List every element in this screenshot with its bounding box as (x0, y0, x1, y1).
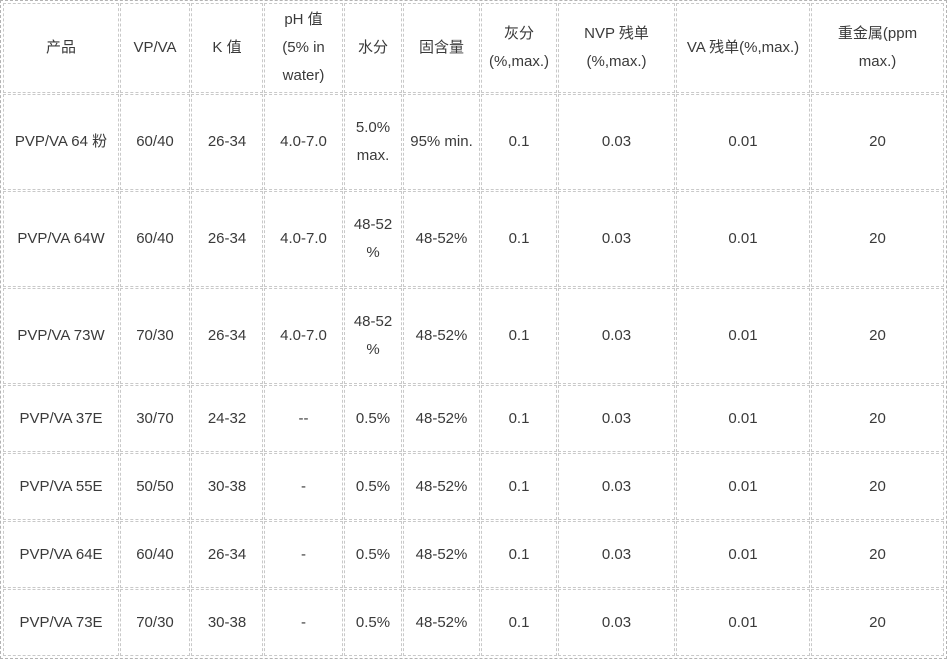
col-header-ash: 灰分 (%,max.) (481, 3, 557, 93)
cell: 26-34 (191, 191, 263, 287)
cell-product-name: PVP/VA 73W (3, 288, 119, 384)
cell: 4.0-7.0 (264, 191, 343, 287)
cell: -- (264, 385, 343, 452)
cell: 0.03 (558, 191, 675, 287)
cell: 0.01 (676, 453, 810, 520)
cell-product-name: PVP/VA 64 粉 (3, 94, 119, 190)
cell: - (264, 521, 343, 588)
cell: 24-32 (191, 385, 263, 452)
table-row: PVP/VA 73W 70/30 26-34 4.0-7.0 48-52 % 4… (3, 288, 944, 384)
cell: 30-38 (191, 589, 263, 656)
cell: 70/30 (120, 288, 190, 384)
cell: 26-34 (191, 288, 263, 384)
cell-product-name: PVP/VA 64W (3, 191, 119, 287)
cell: 20 (811, 589, 944, 656)
cell: 20 (811, 94, 944, 190)
cell: 20 (811, 521, 944, 588)
cell: 20 (811, 453, 944, 520)
cell: 0.1 (481, 288, 557, 384)
cell: 60/40 (120, 521, 190, 588)
cell: 4.0-7.0 (264, 288, 343, 384)
table-row: PVP/VA 55E 50/50 30-38 - 0.5% 48-52% 0.1… (3, 453, 944, 520)
cell: 0.03 (558, 521, 675, 588)
cell: 48-52% (403, 521, 480, 588)
cell: 0.5% (344, 453, 402, 520)
cell: 26-34 (191, 521, 263, 588)
cell: 0.01 (676, 94, 810, 190)
cell: 0.1 (481, 453, 557, 520)
col-header-heavy-metals: 重金属(ppm max.) (811, 3, 944, 93)
col-header-solid-content: 固含量 (403, 3, 480, 93)
cell: 30-38 (191, 453, 263, 520)
cell: 48-52 % (344, 288, 402, 384)
header-row: 产品 VP/VA K 值 pH 值(5% in water) 水分 固含量 灰分… (3, 3, 944, 93)
cell: 0.01 (676, 385, 810, 452)
cell: 0.5% (344, 521, 402, 588)
cell: 4.0-7.0 (264, 94, 343, 190)
cell: 70/30 (120, 589, 190, 656)
cell-product-name: PVP/VA 55E (3, 453, 119, 520)
table-row: PVP/VA 64W 60/40 26-34 4.0-7.0 48-52 % 4… (3, 191, 944, 287)
cell: 60/40 (120, 94, 190, 190)
cell: 0.1 (481, 589, 557, 656)
cell: 20 (811, 288, 944, 384)
cell: 0.03 (558, 385, 675, 452)
col-header-moisture: 水分 (344, 3, 402, 93)
cell: 20 (811, 385, 944, 452)
cell: 0.1 (481, 191, 557, 287)
cell: 0.01 (676, 288, 810, 384)
cell: 0.1 (481, 385, 557, 452)
cell: 0.01 (676, 191, 810, 287)
col-header-ph: pH 值(5% in water) (264, 3, 343, 93)
cell: 0.1 (481, 94, 557, 190)
cell: 0.01 (676, 521, 810, 588)
col-header-va-residual: VA 残单(%,max.) (676, 3, 810, 93)
cell: 48-52% (403, 385, 480, 452)
table-row: PVP/VA 64E 60/40 26-34 - 0.5% 48-52% 0.1… (3, 521, 944, 588)
cell: 0.1 (481, 521, 557, 588)
cell: 20 (811, 191, 944, 287)
cell: 0.03 (558, 94, 675, 190)
cell: 48-52% (403, 191, 480, 287)
cell: 95% min. (403, 94, 480, 190)
col-header-k-value: K 值 (191, 3, 263, 93)
cell: 0.03 (558, 589, 675, 656)
cell: - (264, 589, 343, 656)
cell-product-name: PVP/VA 64E (3, 521, 119, 588)
cell: 0.01 (676, 589, 810, 656)
cell: 0.03 (558, 288, 675, 384)
cell: 48-52% (403, 453, 480, 520)
cell: 5.0% max. (344, 94, 402, 190)
col-header-nvp-residual: NVP 残单 (%,max.) (558, 3, 675, 93)
cell: - (264, 453, 343, 520)
col-header-vp-va: VP/VA (120, 3, 190, 93)
table-row: PVP/VA 64 粉 60/40 26-34 4.0-7.0 5.0% max… (3, 94, 944, 190)
cell-product-name: PVP/VA 37E (3, 385, 119, 452)
cell: 48-52% (403, 288, 480, 384)
cell: 0.03 (558, 453, 675, 520)
cell: 0.5% (344, 589, 402, 656)
col-header-product: 产品 (3, 3, 119, 93)
cell: 50/50 (120, 453, 190, 520)
table-row: PVP/VA 73E 70/30 30-38 - 0.5% 48-52% 0.1… (3, 589, 944, 656)
table-row: PVP/VA 37E 30/70 24-32 -- 0.5% 48-52% 0.… (3, 385, 944, 452)
cell: 26-34 (191, 94, 263, 190)
cell: 30/70 (120, 385, 190, 452)
cell: 60/40 (120, 191, 190, 287)
cell: 48-52 % (344, 191, 402, 287)
cell: 48-52% (403, 589, 480, 656)
cell: 0.5% (344, 385, 402, 452)
cell-product-name: PVP/VA 73E (3, 589, 119, 656)
